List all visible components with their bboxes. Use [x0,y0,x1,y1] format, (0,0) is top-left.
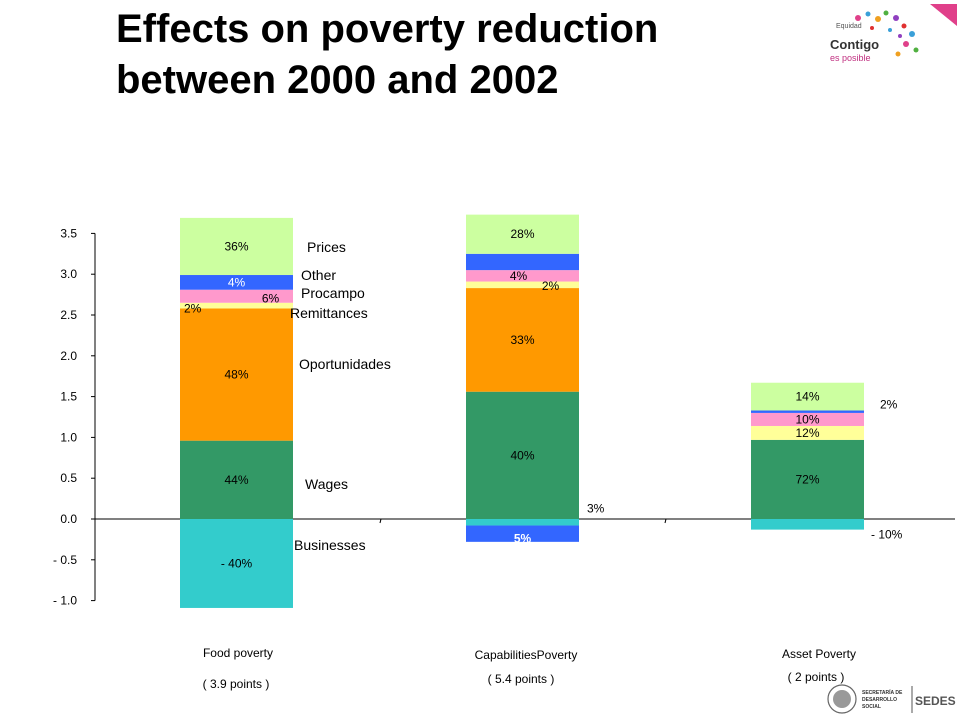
x-tick [664,518,667,524]
category-note: ( 3.9 points ) [203,677,270,691]
segment-label: 36% [224,239,248,253]
y-tick-label: 3.0 [60,267,77,281]
segment-label: 12% [795,426,819,440]
bar-prices-2 [751,382,864,411]
crest-icon [827,684,857,714]
segment-label: 2% [184,301,202,315]
legend-label-procampo: Procampo [301,285,365,301]
bar-businesses-1 [466,519,579,526]
logo-decoration [855,10,919,57]
sedesol-logo: SECRETARÍA DE DESARROLLO SOCIAL SEDESOL [827,684,956,714]
bar-remittances-0 [180,302,293,309]
bar-wages-1 [466,391,579,519]
y-tick-label: 0.0 [60,512,77,526]
y-tick-label: 1.5 [60,390,77,404]
segment-label: 33% [510,333,534,347]
segment-label: - 40% [221,556,253,570]
legend-label-wages: Wages [305,476,348,492]
bar-other-negative-1 [466,525,579,542]
sedesol-brand: SEDESOL [915,694,956,708]
title-line-2: between 2000 and 2002 [116,58,559,102]
logo-top: Equidad [836,23,862,30]
chart-title: Effects on poverty reduction between 200… [116,4,658,106]
bar-procampo-2 [751,412,864,426]
category-note: ( 5.4 points ) [488,672,555,686]
segment-label: 40% [510,448,534,462]
segment-label: 6% [262,292,280,306]
sedesol-line2: DESARROLLO [862,697,897,703]
bar-remittances-1 [466,281,579,289]
segment-label: 4% [510,269,528,283]
segment-label: 4% [228,275,246,289]
category-labels: Food poverty ( 3.9 points ) CapabilitiesPo… [203,646,856,691]
category-note: ( 2 points ) [788,670,845,684]
y-tick-label: - 1.0 [53,594,77,608]
bar-remittances-2 [751,425,864,440]
y-tick-label: 2.0 [60,349,77,363]
bar-other-1 [466,253,579,271]
segment-label: 14% [795,390,819,404]
sedesol-line3: SOCIAL [862,704,881,710]
bar-prices-1 [466,214,579,254]
legend-label-remittances: Remittances [290,305,368,321]
bar-prices-0 [180,217,293,276]
category-name: CapabilitiesPoverty [475,648,578,662]
y-tick-label: 3.5 [60,226,77,240]
segment-label: 44% [224,473,248,487]
y-tick-label: 2.5 [60,308,77,322]
logo-corner [930,4,957,26]
bar-procampo-0 [180,289,293,303]
bar-wages-2 [751,439,864,519]
title-line-1: Effects on poverty reduction [116,7,659,51]
y-tick-label: 1.0 [60,430,77,444]
bar-businesses-2 [751,519,864,530]
segment-label: 2% [880,397,898,411]
segment-label: 2% [542,279,560,293]
bar-segments [180,214,864,608]
bar-wages-0 [180,440,293,519]
legend-label-oportunidades: Oportunidades [299,356,391,372]
sedesol-line1: SECRETARÍA DE [862,688,903,696]
category-name: Asset Poverty [782,647,856,661]
bar-businesses-0 [180,519,293,608]
segment-label: - 10% [871,528,903,542]
legend-label-other: Other [301,267,336,283]
segment-label: 5% [514,531,532,545]
legend-label-businesses: Businesses [294,537,366,553]
bar-oportunidades-1 [466,288,579,392]
bar-oportunidades-0 [180,308,293,441]
bar-procampo-1 [466,270,579,282]
x-tick [379,518,382,524]
bar-other-0 [180,275,293,290]
y-tick-label: 0.5 [60,471,77,485]
segment-label: 72% [795,472,819,486]
contigo-logo: Equidad Contigo es posible [830,4,957,63]
segment-label: 3% [587,502,605,516]
segment-label: 48% [224,368,248,382]
legend-labels: Prices Other Procampo Remittances Oportunida… [290,239,391,553]
bar-other-2 [751,410,864,413]
segment-label: 10% [795,412,819,426]
y-tick-label: - 0.5 [53,553,77,567]
category-name: Food poverty [203,646,273,660]
logo-sub: es posible [830,53,871,63]
segment-labels: - 40% 44% 48% 2% 6% 4% 36% 3% 40% 33% 2% 4% 28% - 10%… [184,227,903,570]
logo-main: Contigo [830,37,879,52]
legend-label-prices: Prices [307,239,346,255]
segment-label: 28% [510,227,534,241]
